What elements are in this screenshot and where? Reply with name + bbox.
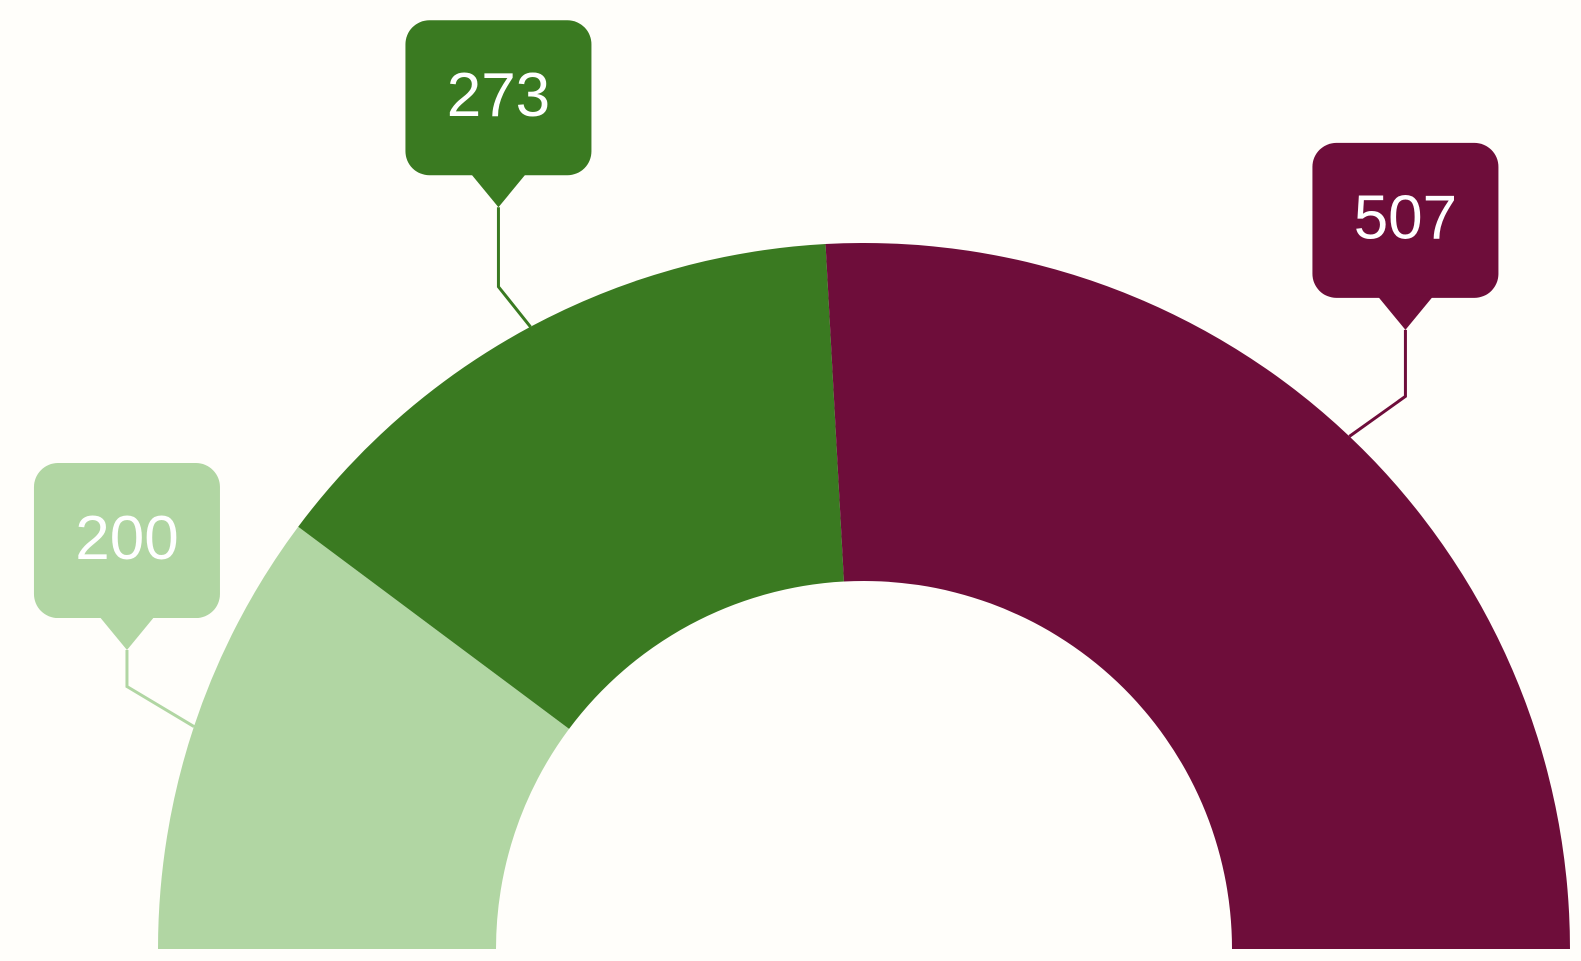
- label-pointer: [470, 173, 527, 208]
- donut-segment: [825, 243, 1570, 949]
- data-label: 507: [1354, 184, 1457, 253]
- leader-line: [1348, 329, 1407, 438]
- data-label: 273: [447, 61, 550, 130]
- label-box: [1312, 142, 1499, 298]
- leader-line: [496, 207, 532, 328]
- donut-segment: [158, 526, 570, 949]
- label-box: [405, 20, 592, 176]
- leader-line: [125, 650, 195, 728]
- label-pointer: [98, 616, 155, 651]
- data-label: 200: [75, 504, 178, 573]
- label-box: [33, 463, 220, 619]
- donut-segment: [298, 244, 844, 729]
- label-pointer: [1377, 295, 1434, 330]
